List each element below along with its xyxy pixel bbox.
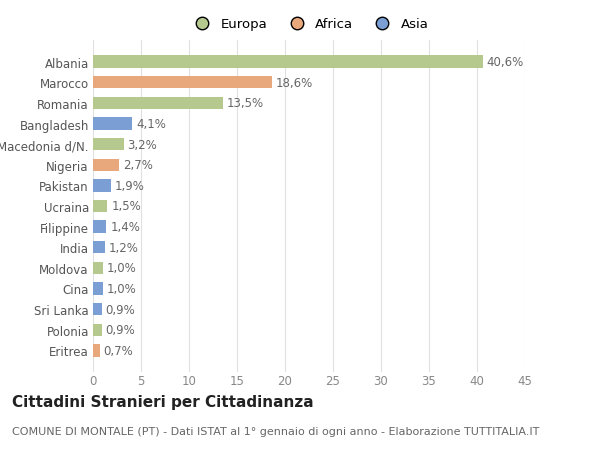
- Bar: [93, 262, 103, 274]
- Bar: [93, 303, 101, 316]
- Text: 1,0%: 1,0%: [106, 282, 136, 295]
- Text: 1,4%: 1,4%: [110, 221, 140, 234]
- Text: 2,7%: 2,7%: [123, 159, 152, 172]
- Bar: [93, 159, 119, 172]
- Text: 1,5%: 1,5%: [111, 200, 141, 213]
- Legend: Europa, Africa, Asia: Europa, Africa, Asia: [189, 18, 429, 31]
- Text: 0,7%: 0,7%: [104, 344, 133, 357]
- Bar: [93, 97, 223, 110]
- Bar: [93, 56, 483, 69]
- Text: 18,6%: 18,6%: [275, 77, 313, 90]
- Text: 1,2%: 1,2%: [109, 241, 138, 254]
- Bar: [93, 283, 103, 295]
- Bar: [93, 77, 272, 89]
- Text: 1,9%: 1,9%: [115, 179, 145, 192]
- Bar: [93, 180, 111, 192]
- Bar: [93, 241, 104, 254]
- Bar: [93, 324, 101, 336]
- Text: 40,6%: 40,6%: [487, 56, 524, 69]
- Bar: [93, 118, 133, 130]
- Text: 3,2%: 3,2%: [128, 138, 157, 151]
- Text: 4,1%: 4,1%: [136, 118, 166, 131]
- Text: 0,9%: 0,9%: [106, 324, 135, 336]
- Text: COMUNE DI MONTALE (PT) - Dati ISTAT al 1° gennaio di ogni anno - Elaborazione TU: COMUNE DI MONTALE (PT) - Dati ISTAT al 1…: [12, 426, 539, 436]
- Bar: [93, 221, 106, 233]
- Text: Cittadini Stranieri per Cittadinanza: Cittadini Stranieri per Cittadinanza: [12, 394, 314, 409]
- Bar: [93, 344, 100, 357]
- Bar: [93, 139, 124, 151]
- Text: 0,9%: 0,9%: [106, 303, 135, 316]
- Text: 13,5%: 13,5%: [226, 97, 263, 110]
- Text: 1,0%: 1,0%: [106, 262, 136, 275]
- Bar: [93, 201, 107, 213]
